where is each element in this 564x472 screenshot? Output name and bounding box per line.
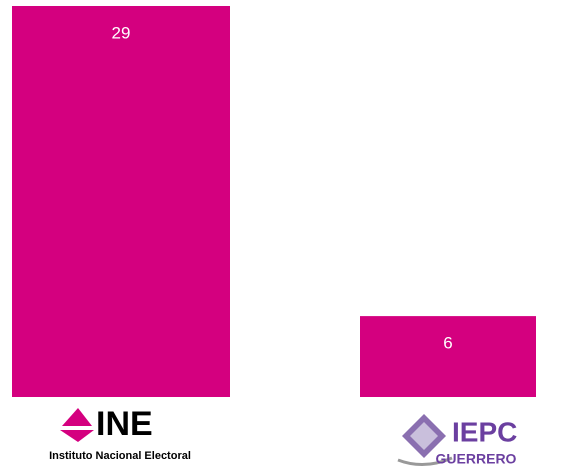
category-subtitle: Instituto Nacional Electoral [49,450,191,462]
value-label: 6 [443,334,452,353]
category-label: INE [96,405,153,443]
ine-logo-icon [60,408,94,442]
category-label: IEPC [452,416,517,447]
bar [360,316,536,397]
iepc-logo-icon [397,414,453,466]
bar [12,6,230,397]
category-subtitle: GUERRERO [436,451,517,467]
value-label: 29 [112,23,131,42]
